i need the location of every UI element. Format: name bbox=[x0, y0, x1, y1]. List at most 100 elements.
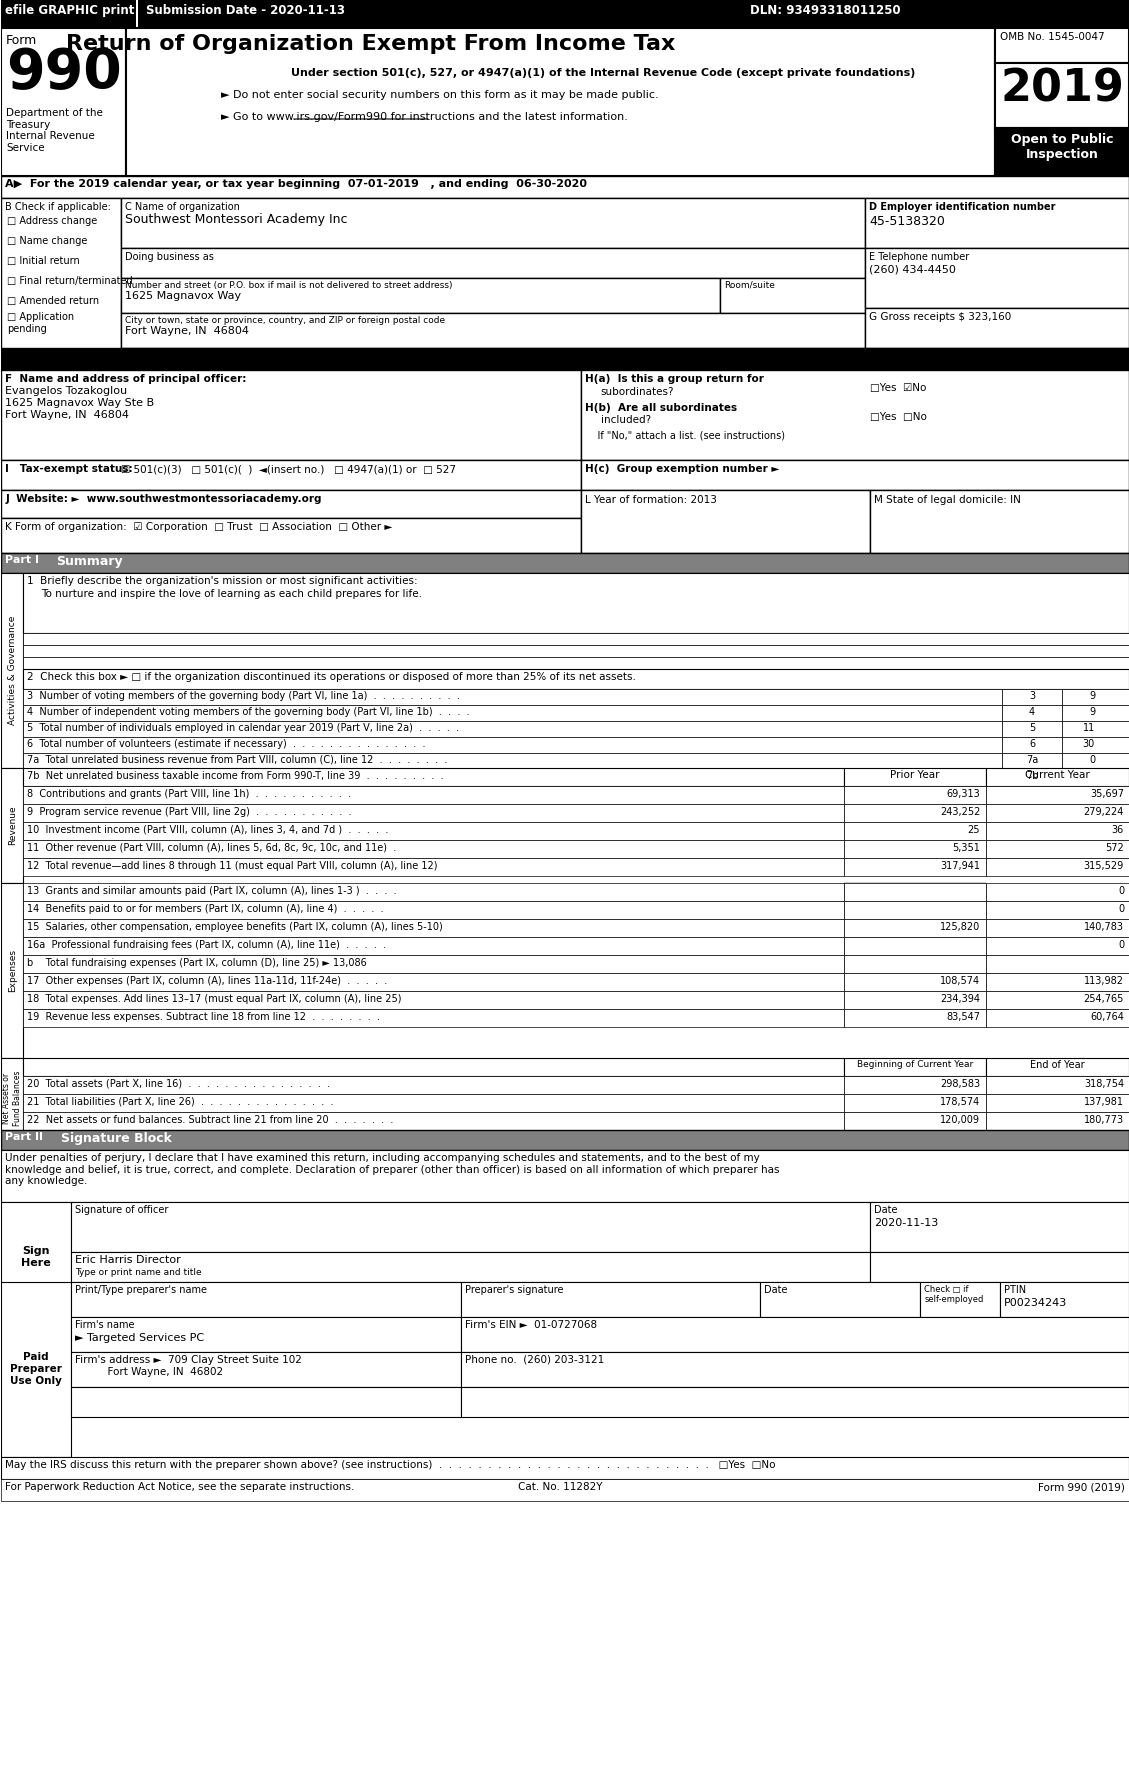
Bar bbox=[844, 1076, 986, 1094]
Bar bbox=[1, 371, 580, 460]
Text: 180,773: 180,773 bbox=[1084, 1116, 1124, 1125]
Bar bbox=[844, 1112, 986, 1130]
Text: Room/suite: Room/suite bbox=[725, 281, 776, 290]
Text: 13  Grants and similar amounts paid (Part IX, column (A), lines 1-3 )  .  .  .  : 13 Grants and similar amounts paid (Part… bbox=[27, 887, 396, 896]
Text: ☑ 501(c)(3)   □ 501(c)(  )  ◄(insert no.)   □ 4947(a)(1) or  □ 527: ☑ 501(c)(3) □ 501(c)( ) ◄(insert no.) □ … bbox=[121, 464, 456, 475]
Text: Department of the
Treasury
Internal Revenue
Service: Department of the Treasury Internal Reve… bbox=[6, 107, 103, 152]
Text: 22  Net assets or fund balances. Subtract line 21 from line 20  .  .  .  .  .  .: 22 Net assets or fund balances. Subtract… bbox=[27, 1116, 394, 1125]
Text: 7a: 7a bbox=[1026, 756, 1039, 765]
Text: 0: 0 bbox=[1118, 940, 1124, 949]
Bar bbox=[121, 278, 720, 313]
Bar bbox=[135, 0, 138, 29]
Bar bbox=[986, 973, 1129, 990]
Bar bbox=[844, 768, 986, 786]
Bar bbox=[1, 347, 1129, 371]
Text: 5: 5 bbox=[1029, 724, 1035, 733]
Bar bbox=[24, 901, 844, 919]
Text: 21  Total liabilities (Part X, line 26)  .  .  .  .  .  .  .  .  .  .  .  .  .  : 21 Total liabilities (Part X, line 26) .… bbox=[27, 1098, 334, 1107]
Text: Prior Year: Prior Year bbox=[891, 770, 940, 781]
Bar bbox=[71, 1252, 870, 1282]
Text: 1625 Magnavox Way: 1625 Magnavox Way bbox=[125, 290, 242, 301]
Bar bbox=[1062, 722, 1129, 738]
Text: Under penalties of perjury, I declare that I have examined this return, includin: Under penalties of perjury, I declare th… bbox=[6, 1153, 780, 1186]
Bar bbox=[121, 199, 865, 247]
Text: Sign
Here: Sign Here bbox=[21, 1247, 51, 1268]
Bar bbox=[986, 1058, 1129, 1076]
Text: Form 990 (2019): Form 990 (2019) bbox=[1039, 1481, 1124, 1492]
Bar bbox=[71, 1386, 461, 1417]
Bar bbox=[1, 1282, 71, 1458]
Text: 5,351: 5,351 bbox=[952, 844, 980, 853]
Text: 60,764: 60,764 bbox=[1091, 1012, 1124, 1023]
Bar bbox=[1003, 738, 1062, 752]
Text: Expenses: Expenses bbox=[8, 949, 17, 992]
Text: 69,313: 69,313 bbox=[946, 790, 980, 799]
Bar bbox=[865, 247, 1129, 308]
Bar bbox=[1, 491, 580, 518]
Bar bbox=[24, 1094, 844, 1112]
Bar bbox=[844, 955, 986, 973]
Text: 14  Benefits paid to or for members (Part IX, column (A), line 4)  .  .  .  .  .: 14 Benefits paid to or for members (Part… bbox=[27, 904, 384, 913]
Text: 0: 0 bbox=[1118, 887, 1124, 896]
Bar bbox=[865, 308, 1129, 347]
Text: 3  Number of voting members of the governing body (Part VI, line 1a)  .  .  .  .: 3 Number of voting members of the govern… bbox=[27, 691, 460, 700]
Text: ► Go to www.irs.gov/Form990 for instructions and the latest information.: ► Go to www.irs.gov/Form990 for instruct… bbox=[221, 113, 628, 122]
Bar bbox=[1000, 1282, 1129, 1316]
Bar bbox=[870, 1252, 1129, 1282]
Bar bbox=[1003, 768, 1062, 784]
Text: 17  Other expenses (Part IX, column (A), lines 11a-11d, 11f-24e)  .  .  .  .  .: 17 Other expenses (Part IX, column (A), … bbox=[27, 976, 387, 987]
Text: I   Tax-exempt status:: I Tax-exempt status: bbox=[6, 464, 133, 475]
Bar bbox=[1062, 706, 1129, 722]
Text: 1  Briefly describe the organization's mission or most significant activities:: 1 Briefly describe the organization's mi… bbox=[27, 577, 418, 586]
Text: 2  Check this box ► □ if the organization discontinued its operations or dispose: 2 Check this box ► □ if the organization… bbox=[27, 672, 636, 682]
Bar bbox=[1062, 738, 1129, 752]
Text: □ Application
pending: □ Application pending bbox=[7, 312, 75, 333]
Bar bbox=[995, 127, 1129, 176]
Bar bbox=[986, 1076, 1129, 1094]
Text: Firm's address ►  709 Clay Street Suite 102
          Fort Wayne, IN  46802: Firm's address ► 709 Clay Street Suite 1… bbox=[76, 1356, 301, 1377]
Bar bbox=[1003, 690, 1062, 706]
Bar bbox=[844, 883, 986, 901]
Text: 10  Investment income (Part VIII, column (A), lines 3, 4, and 7d )  .  .  .  .  : 10 Investment income (Part VIII, column … bbox=[27, 826, 388, 835]
Text: L Year of formation: 2013: L Year of formation: 2013 bbox=[585, 494, 717, 505]
Text: Under section 501(c), 527, or 4947(a)(1) of the Internal Revenue Code (except pr: Under section 501(c), 527, or 4947(a)(1)… bbox=[291, 68, 916, 79]
Bar bbox=[24, 645, 1129, 657]
Bar bbox=[844, 804, 986, 822]
Text: Form: Form bbox=[6, 34, 37, 47]
Text: Current Year: Current Year bbox=[1025, 770, 1089, 781]
Bar bbox=[865, 199, 1129, 247]
Bar bbox=[870, 491, 1129, 553]
Text: DLN: 93493318011250: DLN: 93493318011250 bbox=[751, 4, 901, 16]
Text: 572: 572 bbox=[1105, 844, 1124, 853]
Text: PTIN: PTIN bbox=[1004, 1284, 1026, 1295]
Text: 30: 30 bbox=[1083, 740, 1095, 749]
Text: D Employer identification number: D Employer identification number bbox=[869, 202, 1056, 211]
Bar bbox=[1, 199, 121, 365]
Text: subordinates?: subordinates? bbox=[601, 387, 674, 398]
Bar bbox=[71, 1282, 461, 1316]
Text: 140,783: 140,783 bbox=[1084, 922, 1124, 931]
Bar bbox=[24, 955, 844, 973]
Bar bbox=[461, 1316, 1129, 1352]
Text: 18  Total expenses. Add lines 13–17 (must equal Part IX, column (A), line 25): 18 Total expenses. Add lines 13–17 (must… bbox=[27, 994, 402, 1005]
Text: 11: 11 bbox=[1083, 724, 1095, 733]
Text: H(c)  Group exemption number ►: H(c) Group exemption number ► bbox=[585, 464, 779, 475]
Text: Firm's name: Firm's name bbox=[76, 1320, 134, 1331]
Bar bbox=[24, 937, 844, 955]
Text: 243,252: 243,252 bbox=[939, 808, 980, 817]
Bar bbox=[1, 768, 24, 883]
Text: Date: Date bbox=[764, 1284, 788, 1295]
Bar bbox=[844, 786, 986, 804]
Bar bbox=[24, 840, 844, 858]
Text: (260) 434-4450: (260) 434-4450 bbox=[869, 263, 956, 274]
Text: Signature Block: Signature Block bbox=[61, 1132, 172, 1144]
Text: P00234243: P00234243 bbox=[1004, 1298, 1067, 1307]
Text: B Check if applicable:: B Check if applicable: bbox=[6, 202, 111, 211]
Text: 298,583: 298,583 bbox=[940, 1078, 980, 1089]
Bar bbox=[461, 1352, 1129, 1386]
Text: 317,941: 317,941 bbox=[940, 861, 980, 870]
Bar bbox=[844, 919, 986, 937]
Text: City or town, state or province, country, and ZIP or foreign postal code: City or town, state or province, country… bbox=[125, 315, 445, 324]
Bar bbox=[844, 858, 986, 876]
Text: OMB No. 1545-0047: OMB No. 1545-0047 bbox=[1000, 32, 1105, 41]
